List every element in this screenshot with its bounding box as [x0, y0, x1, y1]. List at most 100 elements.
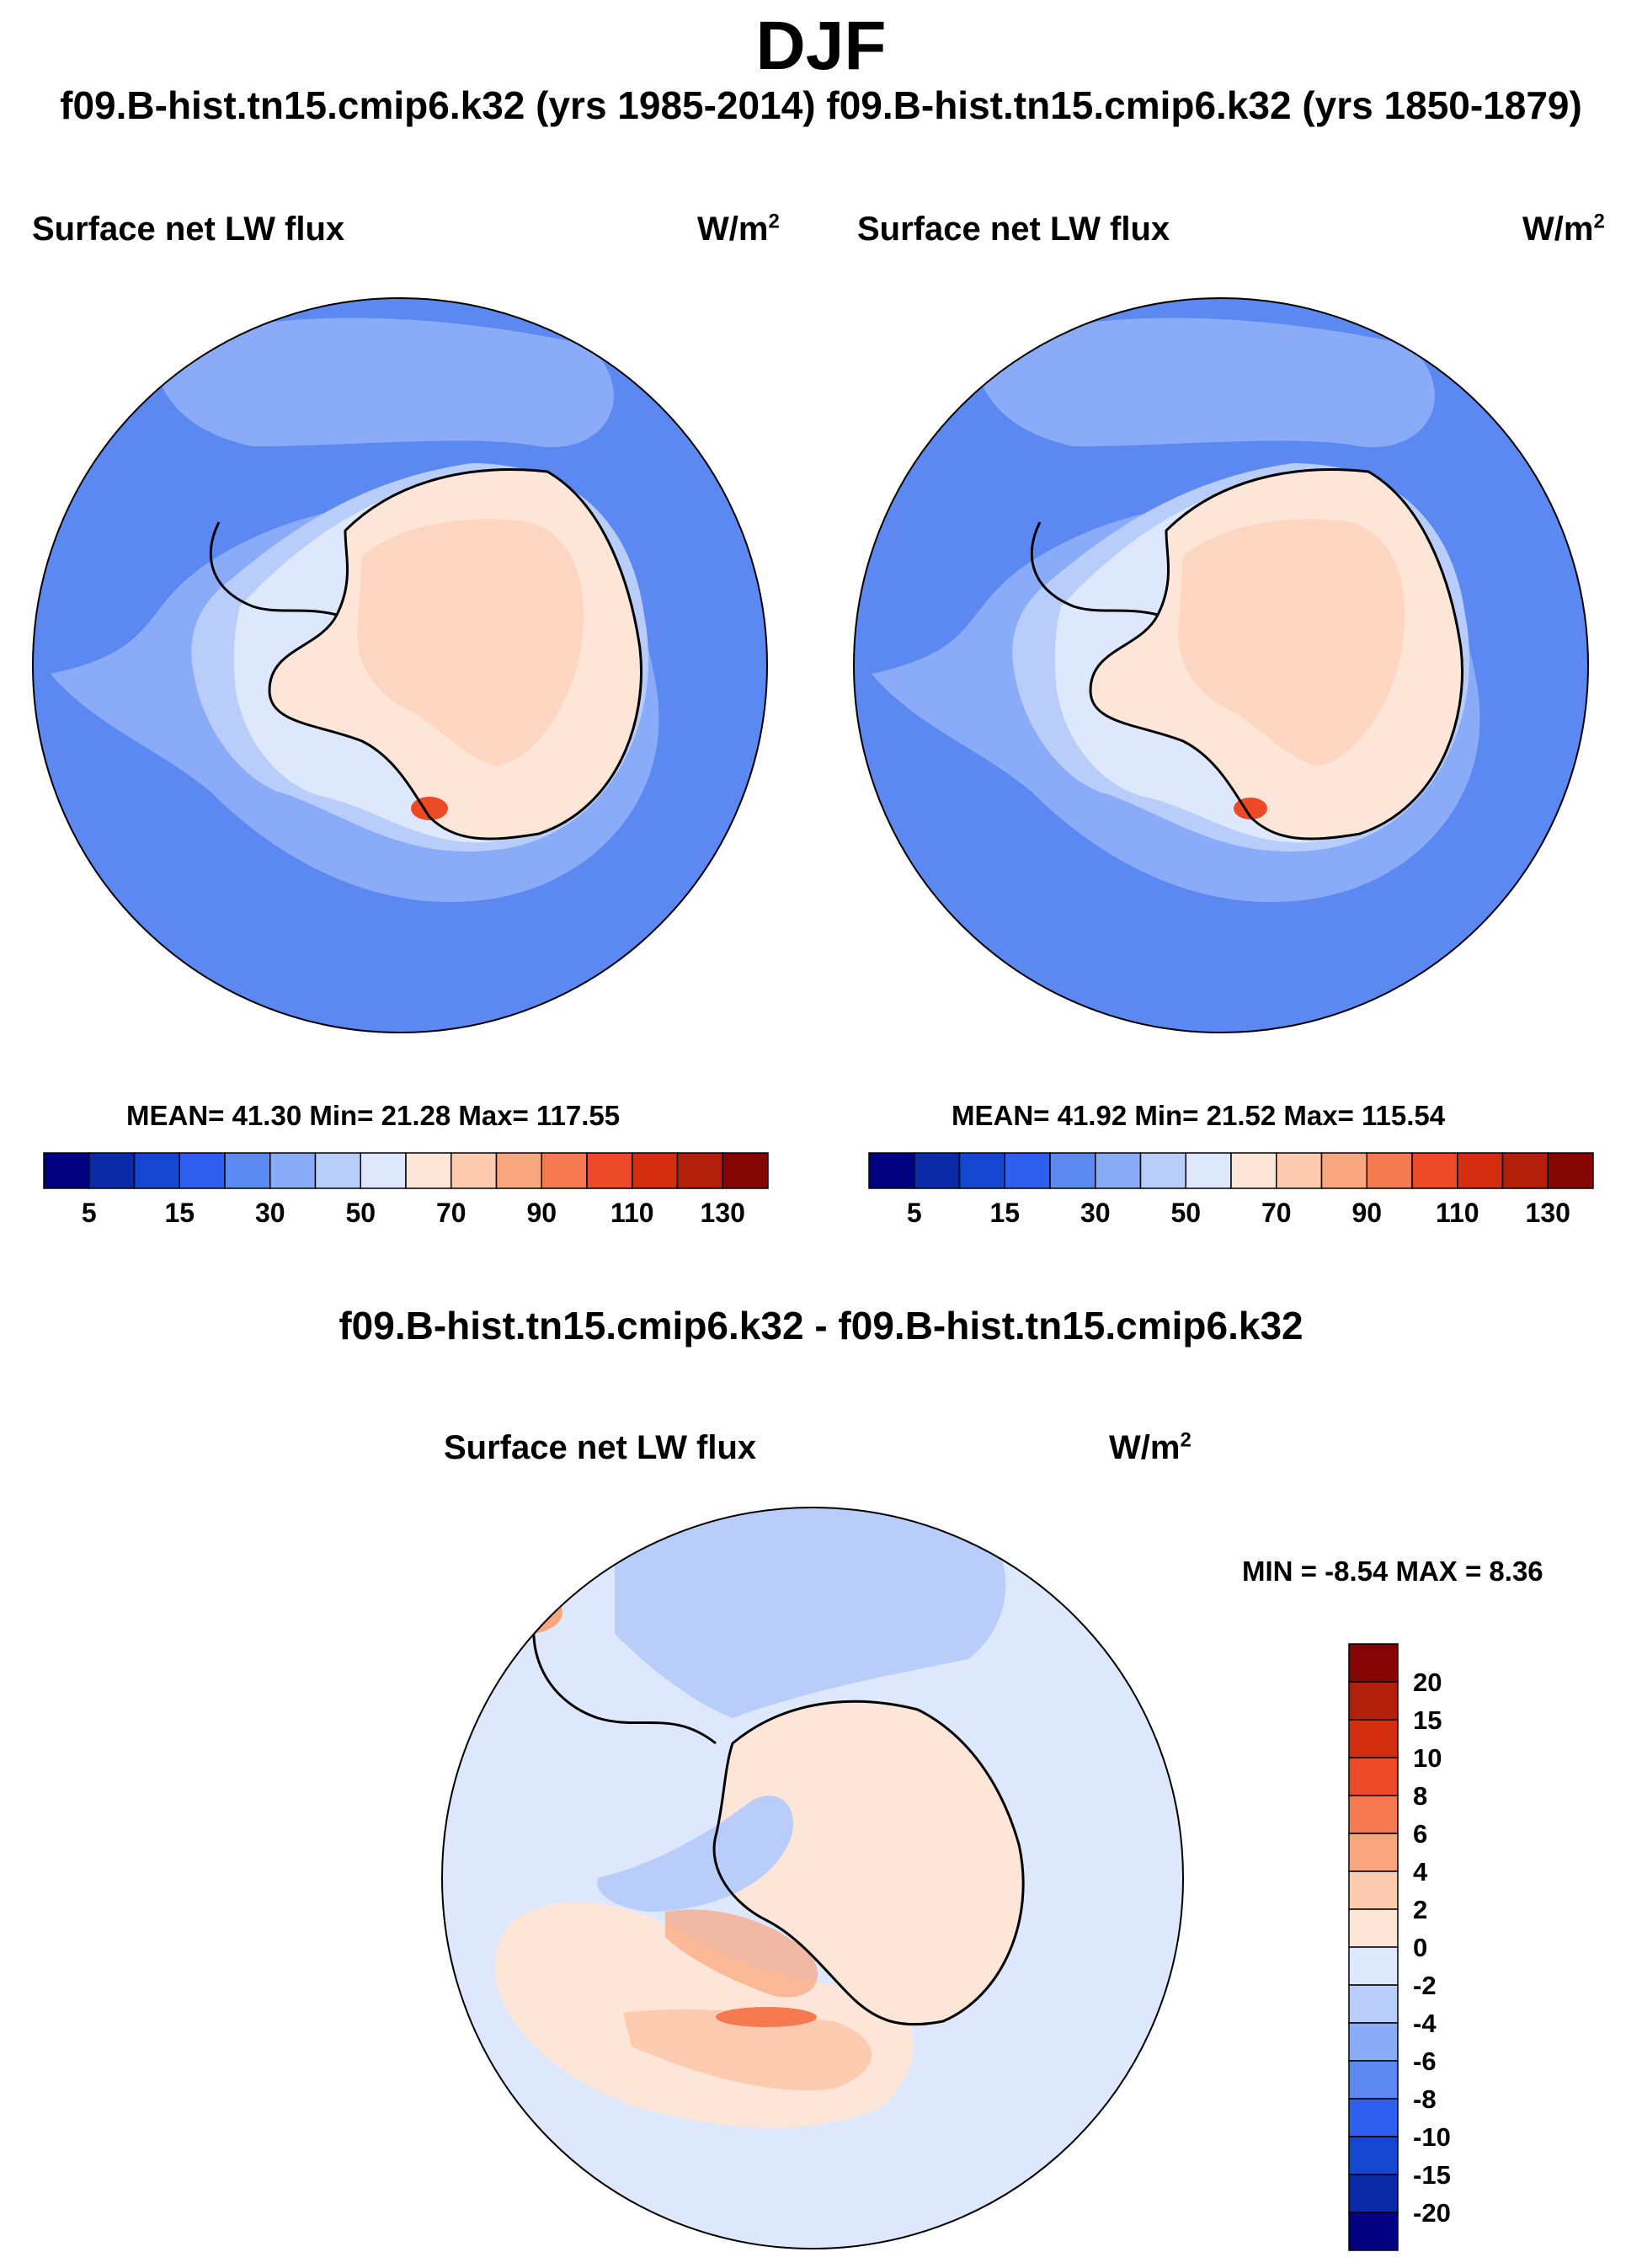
panel3-pos-core [623, 2009, 872, 2090]
panel2-map [853, 297, 1589, 1033]
panel3-colorbar-tick-4: 6 [1413, 1819, 1427, 1849]
panel2-colorbar-tick-6: 110 [1436, 1198, 1479, 1228]
panel3-units: W/m2 [1109, 1428, 1192, 1466]
panel1-map [32, 297, 768, 1033]
panel2-colorbar-tick-4: 70 [1261, 1198, 1292, 1228]
panel2-stats: MEAN= 41.92 Min= 21.52 Max= 115.54 [952, 1100, 1446, 1131]
main-title: DJF [755, 8, 887, 84]
panel2-interior [1178, 519, 1405, 766]
panel1-colorbar-tick-6: 110 [610, 1198, 654, 1228]
panel2-band-north [973, 318, 1435, 447]
panel3-colorbar-swatch-13 [1348, 2136, 1399, 2175]
panel1-colorbar-tick-7: 130 [701, 1198, 745, 1228]
panel3-colorbar-swatch-4 [1348, 1795, 1399, 1834]
panel1-title: Surface net LW flux [32, 211, 345, 248]
panel1-units: W/m2 [697, 210, 780, 248]
panel2-coastline [1089, 468, 1463, 840]
panel3-neg-ross [597, 1796, 793, 1912]
panel3-continent-interior [714, 1701, 1024, 2025]
panel1-colorbar-swatch-1 [88, 1152, 136, 1189]
panel1-coastline [268, 468, 642, 840]
panel3-peninsula-coast [532, 1599, 717, 1745]
panel1-colorbar-tick-4: 70 [436, 1198, 466, 1228]
panel2-colorbar-swatch-10 [1320, 1152, 1367, 1189]
panel3-title: Surface net LW flux [444, 1429, 757, 1466]
panel3-colorbar-tick-11: -8 [1413, 2084, 1437, 2114]
panel2-map-border [853, 297, 1589, 1033]
panel3-colorbar-tick-10: -6 [1413, 2047, 1437, 2076]
panel3-colorbar-swatch-7 [1348, 1908, 1399, 1948]
panel2-colorbar-tick-2: 30 [1080, 1198, 1111, 1228]
panel1-colorbar-swatch-4 [224, 1152, 271, 1189]
panel1-colorbar-tick-1: 15 [164, 1198, 195, 1228]
panel3-stats: MIN = -8.54 MAX = 8.36 [1242, 1556, 1543, 1587]
panel3-colorbar-swatch-15 [1348, 2212, 1399, 2251]
panel3-colorbar-tick-9: -4 [1413, 2009, 1437, 2038]
panel2-colorbar-tick-7: 130 [1526, 1198, 1570, 1228]
panel1-colorbar: 5 15 30 50 70 90 110 130 [43, 1152, 769, 1228]
panel1-colorbar-swatch-7 [360, 1152, 407, 1189]
panel2-colorbar-swatch-1 [914, 1152, 961, 1189]
panel3-colorbar-tick-8: -2 [1413, 1971, 1437, 2000]
panel3-colorbar-swatch-12 [1348, 2098, 1399, 2137]
panel2-colorbar-swatch-3 [1004, 1152, 1051, 1189]
panel3-map [441, 1507, 1184, 2249]
panel2-peninsula [1030, 521, 1159, 616]
panel3-colorbar-tick-7: 0 [1413, 1933, 1427, 1962]
panel3-colorbar-tick-1: 15 [1413, 1705, 1442, 1735]
panel3-colorbar-swatch-6 [1348, 1870, 1399, 1910]
panel1-colorbar-swatch-14 [676, 1152, 723, 1189]
panel3-colorbar-swatch-14 [1348, 2174, 1399, 2213]
panel2-colorbar-swatch-11 [1366, 1152, 1413, 1189]
panel2-colorbar-swatch-2 [958, 1152, 1005, 1189]
panel3-colorbar-swatch-1 [1348, 1681, 1399, 1721]
panel3-colorbar-swatch-2 [1348, 1719, 1399, 1758]
panel3-colorbar-tick-2: 10 [1413, 1743, 1442, 1773]
panel3-map-border [441, 1507, 1184, 2249]
panel3-colorbar-swatch-8 [1348, 1946, 1399, 1986]
panel1-stats: MEAN= 41.30 Min= 21.28 Max= 117.55 [126, 1100, 621, 1131]
panel3-colorbar-swatch-0 [1348, 1643, 1399, 1683]
panel1-interior [357, 519, 584, 766]
panel3-colorbar-swatch-10 [1348, 2022, 1399, 2062]
panel2-title: Surface net LW flux [857, 211, 1170, 248]
panel1-colorbar-tick-2: 30 [255, 1198, 285, 1228]
panel3-colorbar-swatch-3 [1348, 1757, 1399, 1796]
panel3-pos-peak [716, 2007, 817, 2027]
diff-title: f09.B-hist.tn15.cmip6.k32 - f09.B-hist.t… [339, 1304, 1303, 1347]
panel3-colorbar-swatch-11 [1348, 2060, 1399, 2100]
panel1-colorbar-swatch-3 [179, 1152, 226, 1189]
panel2-colorbar-swatch-15 [1547, 1152, 1594, 1189]
panel2-colorbar-swatch-8 [1230, 1152, 1277, 1189]
panel2-colorbar: 5 15 30 50 70 90 110 130 [868, 1152, 1594, 1228]
panel1-colorbar-swatch-10 [495, 1152, 542, 1189]
panel2-colorbar-tick-0: 5 [907, 1198, 922, 1228]
panel3-pos-weddell [665, 1909, 818, 1998]
panel3-colorbar-tick-0: 20 [1413, 1668, 1442, 1697]
panel2-colorbar-tick-3: 50 [1170, 1198, 1201, 1228]
panel3-colorbar-tick-6: 2 [1413, 1895, 1427, 1924]
panel1-colorbar-tick-5: 90 [526, 1198, 557, 1228]
panel2-colorbar-swatch-14 [1501, 1152, 1549, 1189]
panel1-colorbar-swatch-8 [405, 1152, 452, 1189]
panel3-colorbar-tick-3: 8 [1413, 1781, 1427, 1811]
panel2-colorbar-swatch-6 [1139, 1152, 1186, 1189]
panel1-colorbar-swatch-15 [722, 1152, 769, 1189]
panel2-colorbar-swatch-5 [1095, 1152, 1142, 1189]
panel3-neg-north [615, 1508, 1006, 1718]
panel1-colorbar-swatch-12 [586, 1152, 633, 1189]
panel3-colorbar-tick-14: -20 [1413, 2198, 1451, 2228]
panel2-units: W/m2 [1522, 210, 1605, 248]
panel1-colorbar-swatch-5 [269, 1152, 317, 1189]
panel1-colorbar-swatch-13 [632, 1152, 679, 1189]
panel3-colorbar-swatch-5 [1348, 1833, 1399, 1872]
run-titles: f09.B-hist.tn15.cmip6.k32 (yrs 1985-2014… [60, 83, 1582, 127]
panel2-colorbar-swatch-4 [1049, 1152, 1096, 1189]
panel1-colorbar-swatch-6 [314, 1152, 361, 1189]
panel1-colorbar-swatch-0 [43, 1152, 90, 1189]
panel1-colorbar-tick-3: 50 [345, 1198, 376, 1228]
panel1-band-north [152, 318, 614, 447]
panel3-colorbar-swatch-9 [1348, 1984, 1399, 2024]
panel3-colorbar-tick-12: -10 [1413, 2122, 1451, 2152]
